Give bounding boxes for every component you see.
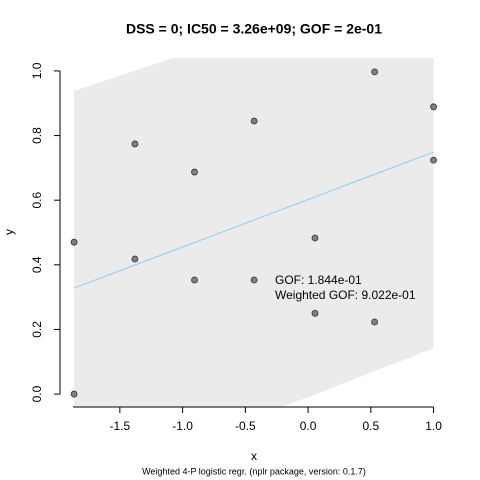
x-tick-label: -0.5 xyxy=(235,419,256,433)
point xyxy=(191,168,198,176)
point xyxy=(311,309,319,317)
confidence-band xyxy=(74,58,434,407)
annotation: GOF: 1.844e-01 xyxy=(275,273,362,287)
point xyxy=(131,255,139,263)
y-tick-label: 0.6 xyxy=(30,192,44,209)
y-tick-label: 0.2 xyxy=(30,321,44,338)
point xyxy=(311,234,319,242)
point xyxy=(70,390,78,398)
y-tick-label: 0.0 xyxy=(30,385,44,402)
point xyxy=(430,156,437,164)
x-tick-label: 0.0 xyxy=(300,419,317,433)
x-tick-label: -1.0 xyxy=(172,419,193,433)
chart-title: DSS = 0; IC50 = 3.26e+09; GOF = 2e-01 xyxy=(126,21,382,37)
x-tick-label: -1.5 xyxy=(110,419,131,433)
point xyxy=(191,276,198,284)
point xyxy=(70,238,78,246)
point xyxy=(250,117,258,125)
x-axis-label: x xyxy=(251,449,257,463)
y-tick-label: 0.4 xyxy=(30,256,44,273)
point xyxy=(430,103,437,111)
point xyxy=(131,140,139,148)
point xyxy=(250,276,258,284)
fit-line xyxy=(73,151,434,289)
x-tick-label: 1.0 xyxy=(425,419,442,433)
x-tick-label: 0.5 xyxy=(362,419,379,433)
plot-area xyxy=(73,58,434,407)
point xyxy=(371,318,378,326)
y-tick-label: 0.8 xyxy=(30,127,44,144)
y-tick-label: 1.0 xyxy=(30,62,44,79)
footnote: Weighted 4-P logistic regr. (nplr packag… xyxy=(142,466,366,476)
annotation: Weighted GOF: 9.022e-01 xyxy=(275,288,416,302)
y-axis-label: y xyxy=(2,229,16,235)
point xyxy=(371,68,378,76)
